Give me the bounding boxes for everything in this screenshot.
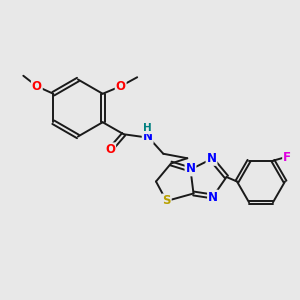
Text: O: O: [116, 80, 126, 93]
Text: O: O: [105, 143, 115, 156]
Text: N: N: [208, 190, 218, 204]
Text: N: N: [185, 162, 196, 176]
Text: N: N: [206, 152, 217, 165]
Text: N: N: [143, 130, 153, 143]
Text: S: S: [162, 194, 171, 208]
Text: H: H: [143, 123, 152, 133]
Text: O: O: [32, 80, 42, 93]
Text: F: F: [283, 151, 291, 164]
